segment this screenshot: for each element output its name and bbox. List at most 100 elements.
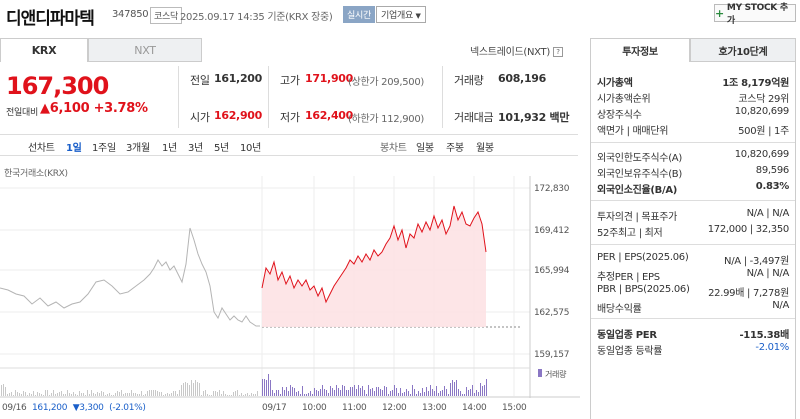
volume-bar [350,387,351,396]
volume-bar [388,394,389,396]
volume-bar [53,390,54,396]
volume-bar [344,386,345,396]
info-key: 시가총액 [597,78,633,89]
company-info-label: 기업개요 [381,11,413,21]
volume-bar [282,387,283,396]
volume-bar [141,391,142,396]
volume-bar [87,390,88,396]
info-row: 시가총액순위 코스닥 29위 [597,90,789,105]
info-value: N/A | N/A [746,208,790,219]
volume-bar [237,390,238,396]
price-change: ▲6,100 +3.78% [40,101,148,116]
intraday-price-chart[interactable]: 172,830 169,412 165,994 162,575 159,157 … [0,176,580,419]
high-label: 고가 [280,74,300,87]
candle-monthly[interactable]: 월봉 [476,143,494,154]
volume-bar [123,394,124,396]
volume-bar [119,392,120,396]
volume-bar [310,391,311,396]
period-5y[interactable]: 5년 [214,143,229,154]
volume-bar [23,391,24,396]
volume-bar [105,395,106,396]
add-my-stock-button[interactable]: + MY STOCK 추가 [714,3,796,26]
volume-bar [296,392,297,396]
x-tick: 12:00 [382,403,407,413]
volume-bar [209,395,210,396]
info-value: 500원 | 1주 [738,126,789,137]
upper-limit: (상한가 209,500) [348,77,425,88]
volume-bar [480,383,481,396]
volume-bar [376,387,377,396]
y-tick: 165,994 [534,266,570,276]
volume-bar [274,393,275,396]
volume-bar [266,380,267,396]
volume-bar [101,391,102,396]
candle-daily[interactable]: 일봉 [416,143,434,154]
volume-bar [1,385,2,396]
candle-weekly[interactable]: 주봉 [446,143,464,154]
period-1w[interactable]: 1주일 [92,143,116,154]
current-price: 167,300 [6,72,109,100]
volume-bar [298,391,299,396]
tab-order-book[interactable]: 호가10단계 [690,38,796,62]
help-icon[interactable]: ? [552,47,563,57]
volume-bar [384,386,385,396]
volume-value: 608,196 [498,72,547,85]
volume-bar [472,385,473,396]
period-1d[interactable]: 1일 [66,143,82,154]
volume-bar [107,394,108,396]
y-tick: 159,157 [534,350,569,360]
volume-bar [81,393,82,396]
info-row: 시가총액 1조 8,179억원 [597,74,789,89]
period-10y[interactable]: 10년 [240,143,262,154]
low-label: 저가 [280,111,300,124]
volume-bar [165,394,166,396]
info-value: 10,820,699 [734,106,790,117]
volume-bar [247,393,248,396]
volume-bar [225,394,226,396]
volume-bar [372,388,373,396]
volume-bar [47,390,48,396]
period-3m[interactable]: 3개월 [126,143,150,154]
volume-bar [448,394,449,396]
info-value: 10,820,699 [734,149,790,160]
tab-investment-info[interactable]: 투자정보 [590,38,690,62]
volume-bar [338,388,339,396]
volume-bar [304,394,305,396]
volume-bar [306,394,307,396]
x-tick: 10:00 [302,403,327,413]
volume-bar [241,393,242,396]
plus-icon: + [715,6,724,20]
volume-bar [370,389,371,396]
x-tick: 15:00 [502,403,527,413]
volume-bar [95,394,96,396]
realtime-badge[interactable]: 실시간 [343,6,375,23]
volume-bar [191,380,192,396]
info-value: -115.38배 [739,330,789,341]
volume-bar [446,389,447,396]
volume-bar [155,390,156,396]
volume-bar [253,394,254,396]
volume-bar [153,390,154,396]
tab-krx[interactable]: KRX [0,38,88,62]
volume-bar [139,394,140,396]
tab-nxt[interactable]: NXT [88,38,202,62]
period-3y[interactable]: 3년 [188,143,203,154]
period-1y[interactable]: 1년 [162,143,177,154]
prev-day-change: ▼3,300 [73,403,104,413]
volume-bar [5,387,6,396]
volume-bar [171,393,172,396]
volume-bar [428,391,429,396]
volume-bar [49,395,50,396]
volume-bar [464,394,465,396]
volume-bar [462,394,463,396]
nextrade-text: 넥스트레이드(NXT) [470,47,550,58]
volume-bar [231,395,232,396]
volume-bar [75,394,76,396]
prev-day-close: 161,200 [32,403,68,413]
volume-bar [440,391,441,396]
company-info-dropdown[interactable]: 기업개요 ▼ [376,6,426,23]
volume-bar [27,395,28,396]
volume-bar [368,385,369,396]
x-tick: 11:00 [342,403,367,413]
volume-bar [145,394,146,396]
